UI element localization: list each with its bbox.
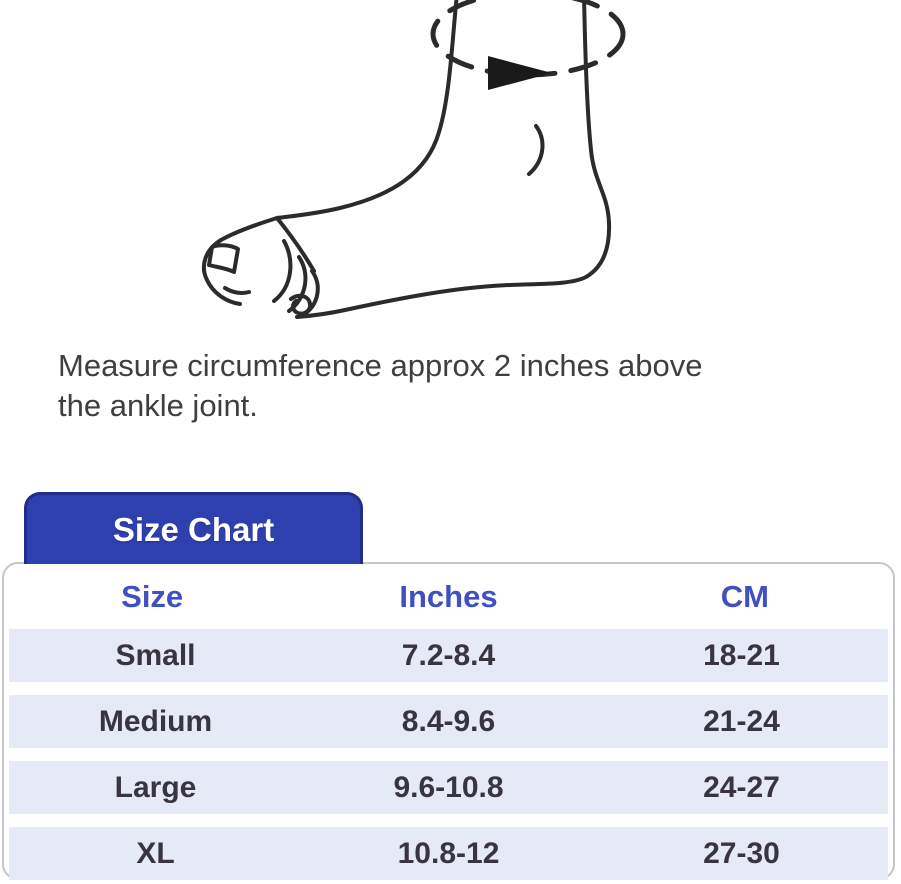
big-toe-nail [207, 243, 240, 274]
column-header-inches: Inches [399, 578, 498, 614]
cell-inches: 10.8-12 [397, 836, 500, 870]
cell-size: XL [136, 836, 175, 870]
tab-size-chart-label: Size Chart [112, 510, 275, 548]
cell-cm: 24-27 [703, 770, 780, 804]
toe-curl-mark [289, 293, 313, 316]
size-chart-body: Small 7.2-8.4 18-21 Medium 8.4-9.6 21-24… [4, 629, 893, 880]
cell-inches: 9.6-10.8 [393, 770, 504, 804]
measure-instruction-line1: Measure circumference approx 2 inches ab… [58, 348, 703, 383]
big-toe-outline [201, 216, 279, 306]
cell-cm: 27-30 [703, 836, 780, 870]
tab-size-chart[interactable]: Size Chart [24, 492, 363, 564]
cell-size: Large [114, 770, 197, 804]
toe-ridge-line [275, 216, 316, 273]
measuring-tape-ellipse [430, 0, 626, 78]
table-row-small: Small 7.2-8.4 18-21 [9, 629, 888, 682]
column-header-cm: CM [720, 578, 769, 614]
foot-outline-top [275, 0, 459, 220]
cell-size: Small [115, 638, 196, 672]
measure-instruction: Measure circumference approx 2 inches ab… [58, 346, 778, 426]
cell-inches: 8.4-9.6 [401, 704, 496, 738]
measure-instruction-line2: the ankle joint. [58, 388, 258, 423]
table-row-medium: Medium 8.4-9.6 21-24 [9, 695, 888, 748]
table-row-large: Large 9.6-10.8 24-27 [9, 761, 888, 814]
foot-outline-heel-sole [295, 0, 612, 319]
cell-size: Medium [98, 704, 213, 738]
column-header-size: Size [121, 578, 184, 614]
cell-cm: 21-24 [703, 704, 780, 738]
measure-arrow-icon [488, 56, 552, 90]
ankle-bone-mark [527, 124, 545, 176]
table-row-xl: XL 10.8-12 27-30 [9, 827, 888, 880]
size-chart-header-row: Size Inches CM [4, 564, 893, 629]
toe-arc-1 [272, 239, 293, 303]
toe-nail-mark [223, 286, 251, 295]
foot-measurement-illustration [201, 0, 626, 319]
cell-inches: 7.2-8.4 [401, 638, 496, 672]
size-chart-panel: Size Inches CM Small 7.2-8.4 18-21 Mediu… [2, 562, 895, 880]
cell-cm: 18-21 [703, 638, 780, 672]
